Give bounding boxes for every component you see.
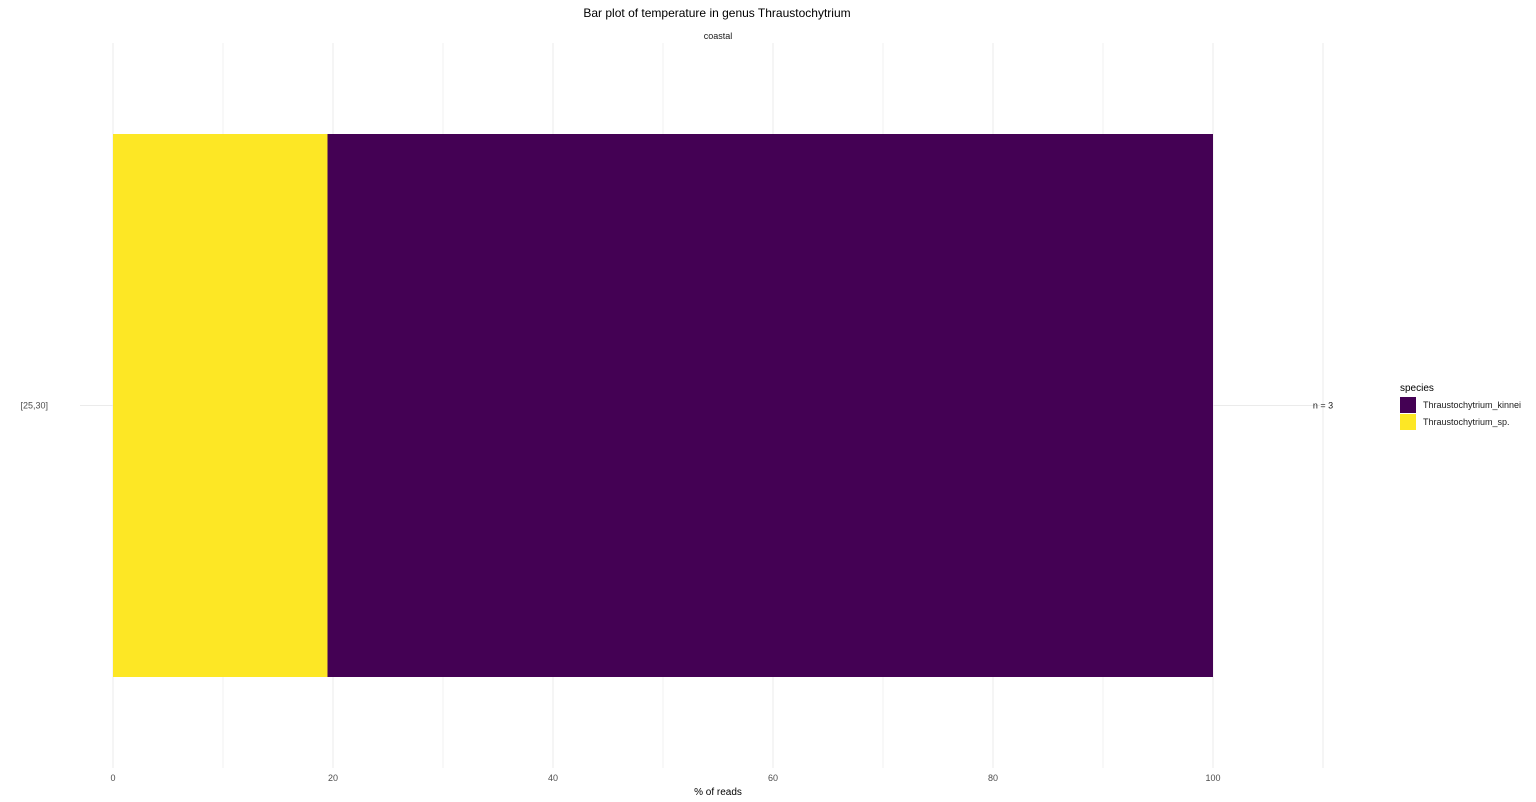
y-tick-label: [25,30] [20, 401, 48, 411]
bars [113, 134, 1213, 677]
legend-label: Thraustochytrium_sp. [1423, 417, 1510, 427]
bar-segment [113, 134, 328, 677]
y-axis-ticks: [25,30] [20, 401, 48, 411]
x-tick-label: 20 [328, 773, 338, 783]
x-tick-label: 80 [988, 773, 998, 783]
bar-segment [327, 134, 1213, 677]
legend-swatch [1400, 414, 1416, 430]
legend: species Thraustochytrium_kinneiThraustoc… [1400, 383, 1521, 430]
x-tick-label: 0 [110, 773, 115, 783]
legend-entries: Thraustochytrium_kinnei Thraustochytrium_… [1400, 397, 1521, 430]
x-axis-title: % of reads [694, 787, 742, 798]
chart-title: Bar plot of temperature in genus Thraust… [583, 6, 850, 20]
legend-title: species [1400, 383, 1434, 394]
x-tick-label: 100 [1205, 773, 1220, 783]
legend-swatch [1400, 397, 1416, 413]
x-tick-label: 40 [548, 773, 558, 783]
bar-annotations: n = 3 [1313, 401, 1333, 411]
legend-label: Thraustochytrium_kinnei [1423, 400, 1521, 410]
sample-count-label: n = 3 [1313, 401, 1333, 411]
x-tick-label: 60 [768, 773, 778, 783]
x-axis-ticks: 0 20 40 60 80 100 [110, 773, 1220, 783]
facet-strip-label: coastal [704, 31, 733, 41]
